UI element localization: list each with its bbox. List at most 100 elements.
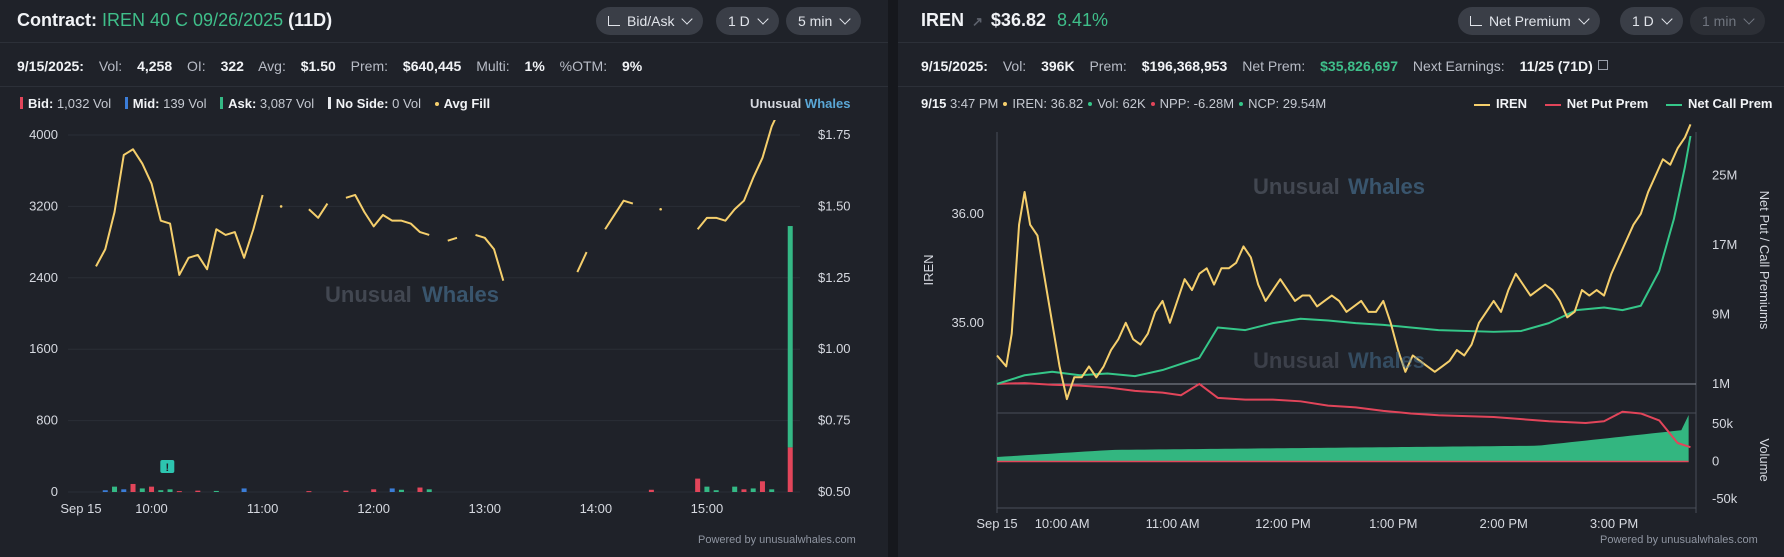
net-prem-label: Net Prem: bbox=[1242, 58, 1306, 74]
legend-noside[interactable]: No Side: 0 Vol bbox=[327, 96, 421, 111]
prem-value: $640,445 bbox=[402, 58, 462, 74]
external-link-icon[interactable] bbox=[1597, 60, 1608, 70]
stats-date: 9/15/2025: bbox=[17, 58, 84, 74]
interval-label: 1 min bbox=[1702, 13, 1737, 29]
range-label: 1 D bbox=[1632, 13, 1654, 29]
option-chart-panel: Contract: IREN 40 C 09/26/2025 (11D) Bid… bbox=[0, 0, 888, 557]
legend-ask[interactable]: Ask: 3,087 Vol bbox=[220, 96, 314, 111]
volume-bar bbox=[398, 489, 404, 492]
volume-bar bbox=[121, 489, 127, 492]
volume-bar bbox=[648, 489, 654, 492]
avg-fill-line bbox=[475, 234, 505, 281]
y-right-tick-label: 9M bbox=[1712, 306, 1730, 321]
y-volume-tick-label: -50k bbox=[1712, 491, 1738, 506]
y-right-tick-label: $0.75 bbox=[818, 413, 851, 428]
y-left-tick-label: 800 bbox=[36, 413, 58, 428]
volume-bar bbox=[167, 489, 173, 492]
y-volume-tick-label: 50k bbox=[1712, 416, 1733, 431]
arrow-up-right-icon: ↗ bbox=[972, 14, 983, 29]
volume-bar bbox=[417, 487, 423, 492]
brand-word-2: Whales bbox=[804, 96, 851, 111]
y-right-tick-label: 17M bbox=[1712, 237, 1737, 252]
vol-value: 4,258 bbox=[137, 58, 173, 74]
x-tick-label: 12:00 bbox=[357, 501, 390, 516]
volume-bar bbox=[241, 488, 247, 492]
powered-by[interactable]: Powered by unusualwhales.com bbox=[1600, 534, 1758, 546]
legend-mid[interactable]: Mid: 139 Vol bbox=[124, 96, 207, 111]
volume-bar bbox=[759, 481, 765, 492]
legend-ask-value: 3,087 Vol bbox=[259, 96, 315, 111]
x-tick-label: 12:00 PM bbox=[1255, 516, 1311, 531]
watermark-word-1: Unusual bbox=[325, 282, 412, 307]
y-volume-axis-title: Volume bbox=[1757, 438, 1772, 481]
bid-swatch bbox=[20, 97, 23, 109]
y-volume-tick-label: 0 bbox=[1712, 454, 1719, 469]
volume-bar bbox=[139, 488, 145, 492]
net-call-prem-line bbox=[996, 135, 1692, 385]
chart-mode-dropdown[interactable]: Net Premium bbox=[1458, 7, 1600, 35]
volume-bar bbox=[389, 488, 395, 492]
legend-call[interactable]: Net Call Prem bbox=[1652, 96, 1773, 111]
series-legend: IREN Net Put Prem Net Call Prem bbox=[1474, 96, 1773, 111]
tooltip-iren-value: 36.82 bbox=[1050, 96, 1084, 111]
range-dropdown[interactable]: 1 D bbox=[1620, 7, 1683, 35]
tooltip-ncp-value: 29.54M bbox=[1282, 96, 1327, 111]
y-right-tick-label: $1.75 bbox=[818, 127, 851, 142]
y-left-tick-label: 4000 bbox=[29, 127, 58, 142]
legend-bid[interactable]: Bid: 1,032 Vol bbox=[20, 96, 111, 111]
ticker-symbol[interactable]: IREN bbox=[921, 10, 965, 30]
ticker-price: $36.82 bbox=[990, 10, 1046, 30]
tooltip-vol-value: 62K bbox=[1122, 96, 1146, 111]
legend-mid-label: Mid: bbox=[132, 96, 160, 111]
y-right-tick-label: $1.50 bbox=[818, 198, 851, 213]
volume-bar bbox=[787, 226, 793, 448]
tooltip-ncp-label: NCP: bbox=[1248, 96, 1280, 111]
legend-mid-value: 139 Vol bbox=[163, 96, 207, 111]
x-tick-label: Sep 15 bbox=[60, 501, 101, 516]
iren-dot bbox=[1003, 102, 1008, 106]
x-tick-label: 14:00 bbox=[580, 501, 613, 516]
interval-dropdown[interactable]: 5 min bbox=[786, 7, 862, 35]
option-volume-chart[interactable]: 0 800 1600 2400 3200 4000 $0.50 $0.75 $1.00 $1.25… bbox=[0, 120, 888, 550]
chart-mode-dropdown[interactable]: Bid/Ask bbox=[596, 7, 704, 35]
net-put-prem-line bbox=[996, 382, 1691, 449]
ticker-change: 8.41% bbox=[1057, 10, 1109, 30]
iren-swatch bbox=[1474, 103, 1490, 106]
prem-label: Prem: bbox=[350, 58, 389, 74]
vol-dot bbox=[1088, 102, 1093, 106]
y-right-tick-label: 1M bbox=[1712, 376, 1730, 391]
contract-symbol[interactable]: IREN 40 C 09/26/2025 bbox=[102, 10, 284, 30]
interval-dropdown[interactable]: 1 min bbox=[1690, 7, 1766, 35]
divider bbox=[0, 86, 888, 87]
avg-fill-line bbox=[604, 199, 634, 230]
range-label: 1 D bbox=[728, 13, 750, 29]
legend-iren[interactable]: IREN bbox=[1474, 96, 1527, 111]
range-dropdown[interactable]: 1 D bbox=[716, 7, 779, 35]
tooltip-iren-label: IREN: bbox=[1012, 96, 1048, 111]
ticker-title: IREN ↗ $36.82 8.41% bbox=[921, 10, 1108, 31]
noside-swatch bbox=[327, 97, 331, 109]
y-right-axis-title: Net Put / Call Premiums bbox=[1757, 191, 1772, 330]
ask-swatch bbox=[220, 97, 224, 109]
legend-put-label: Net Put Prem bbox=[1566, 96, 1649, 111]
x-tick-label: 11:00 bbox=[247, 501, 279, 516]
tooltip-npp-value: -6.28M bbox=[1193, 96, 1235, 111]
net-premium-chart[interactable]: 35.00 36.00 1M 9M 17M 25M IREN Net Put / Call P… bbox=[898, 120, 1784, 550]
legend-avgfill[interactable]: Avg Fill bbox=[434, 96, 490, 111]
y-right-tick-label: $1.00 bbox=[818, 341, 851, 356]
volume-bar bbox=[750, 488, 756, 492]
brand-logo: Unusual Whales bbox=[750, 96, 850, 111]
tooltip-npp-label: NPP: bbox=[1159, 96, 1190, 111]
powered-by[interactable]: Powered by unusualwhales.com bbox=[698, 534, 856, 546]
watermark-word-2: Whales bbox=[422, 282, 499, 307]
legend-bid-value: 1,032 Vol bbox=[56, 96, 112, 111]
oi-value: 322 bbox=[220, 58, 244, 74]
avg-fill-line bbox=[447, 236, 458, 242]
avg-fill-line bbox=[95, 148, 264, 276]
otm-label: %OTM: bbox=[559, 58, 608, 74]
contract-title: Contract: IREN 40 C 09/26/2025 (11D) bbox=[17, 10, 332, 31]
legend-noside-label: No Side: bbox=[335, 96, 389, 111]
legend-put[interactable]: Net Put Prem bbox=[1531, 96, 1649, 111]
stats-date: 9/15/2025: bbox=[921, 58, 988, 74]
crosshair-tooltip: 9/15 3:47 PM IREN: 36.82 Vol: 62K NPP: -6.2… bbox=[921, 96, 1326, 111]
